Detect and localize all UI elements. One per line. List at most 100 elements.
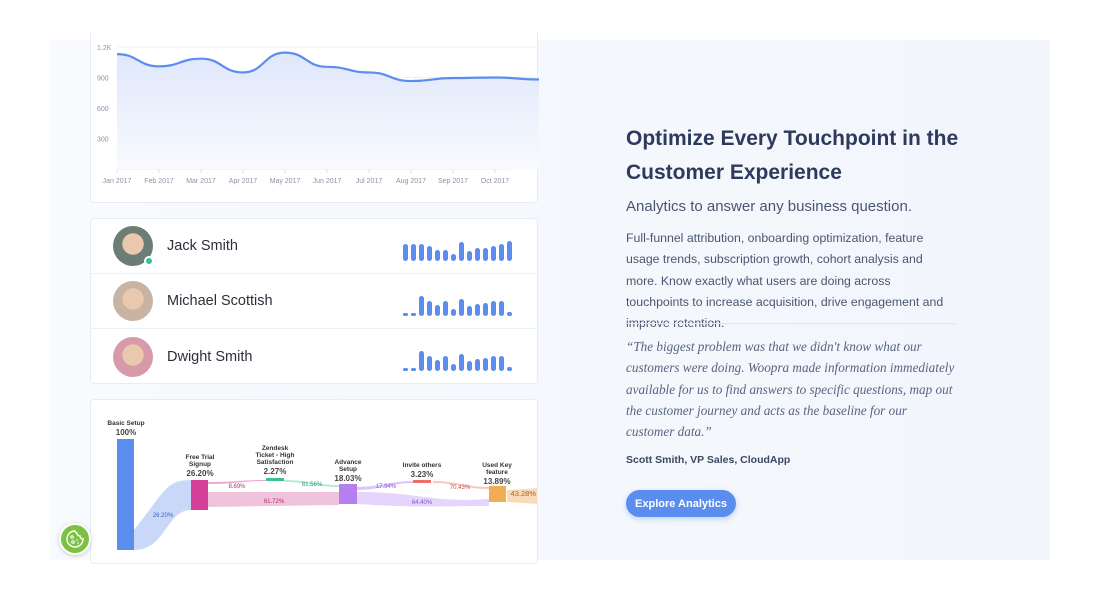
funnel-bar-key-feature[interactable]: [489, 486, 506, 502]
funnel-bar-invite[interactable]: [413, 480, 431, 483]
funnel-link: [433, 481, 489, 489]
activity-bar: [451, 254, 456, 261]
x-tick-label: May 2017: [270, 178, 301, 185]
activity-bar: [443, 250, 448, 261]
step-label: Free Trial: [186, 454, 215, 461]
link-label: 64.40%: [412, 500, 433, 506]
activity-bar: [507, 241, 512, 261]
step-value: 26.20%: [186, 469, 213, 478]
activity-bar: [427, 246, 432, 261]
funnel-bar-advance-setup[interactable]: [339, 484, 357, 504]
x-tick-label: Feb 2017: [144, 178, 174, 185]
activity-bar: [491, 246, 496, 261]
activity-bar: [507, 312, 512, 316]
y-tick-label: 1.2K: [97, 45, 112, 52]
funnel-bar-basic-setup[interactable]: [117, 439, 134, 550]
area-fill: [117, 52, 539, 169]
link-label: 70.43%: [450, 485, 471, 491]
funnel-diagram: Basic Setup 100% Free Trial Signup 26.20…: [107, 420, 537, 550]
funnel-bar-zendesk[interactable]: [266, 478, 284, 481]
funnel-link: [507, 488, 537, 504]
funnel-link: [134, 480, 191, 550]
explore-analytics-button[interactable]: Explore Analytics: [626, 490, 736, 517]
step-value: 3.23%: [411, 470, 434, 479]
activity-bar: [427, 356, 432, 371]
activity-bar: [411, 368, 416, 371]
link-label: 43.28%: [511, 489, 537, 498]
x-tick-label: Aug 2017: [396, 178, 426, 185]
avatar: [113, 281, 153, 321]
step-value: 13.89%: [483, 477, 510, 486]
step-label: Zendesk: [262, 445, 289, 452]
funnel-link: [208, 480, 266, 484]
activity-sparkline: [403, 286, 512, 316]
activity-bar: [427, 301, 432, 316]
activity-bar: [435, 250, 440, 261]
x-tick-label: Mar 2017: [186, 178, 216, 185]
y-tick-label: 900: [97, 76, 109, 83]
activity-bar: [451, 309, 456, 316]
x-tick-label: Jan 2017: [103, 178, 132, 185]
activity-bar: [435, 305, 440, 316]
series-line: [116, 51, 540, 83]
activity-bar: [403, 313, 408, 316]
section-body: Full-funnel attribution, onboarding opti…: [626, 231, 944, 331]
line-chart-card: 1.2K 900 600 300 Jan 2017 Feb 2017 Mar 2017 Apr…: [90, 30, 540, 203]
step-label: feature: [486, 469, 508, 476]
activity-bar: [443, 301, 448, 316]
activity-bar: [459, 299, 464, 316]
activity-bar: [499, 356, 504, 371]
user-name: Michael Scottish: [167, 293, 273, 309]
activity-bar: [483, 358, 488, 371]
line-chart: 1.2K 900 600 300 Jan 2017 Feb 2017 Mar 2017 Apr…: [97, 45, 540, 185]
step-value: 18.03%: [334, 474, 361, 483]
x-tick-label: Jun 2017: [313, 178, 342, 185]
divider: [626, 323, 956, 324]
activity-bar: [443, 356, 448, 371]
funnel-card: Basic Setup 100% Free Trial Signup 26.20…: [90, 399, 538, 564]
activity-bar: [411, 313, 416, 316]
link-label: 26.20%: [153, 513, 174, 519]
step-value: 100%: [116, 428, 136, 437]
x-tick-label: Sep 2017: [438, 178, 468, 185]
y-tick-label: 300: [97, 137, 109, 144]
activity-bar: [491, 301, 496, 316]
activity-bar: [499, 301, 504, 316]
testimonial-author: Scott Smith, VP Sales, CloudApp: [626, 454, 791, 466]
activity-bar: [403, 244, 408, 261]
activity-sparkline: [403, 231, 512, 261]
step-value: 2.27%: [264, 467, 287, 476]
activity-bar: [419, 351, 424, 371]
activity-bar: [419, 244, 424, 261]
step-label: Satisfaction: [257, 459, 294, 466]
user-name: Jack Smith: [167, 238, 238, 254]
activity-bar: [403, 368, 408, 371]
activity-bar: [451, 364, 456, 371]
activity-bar: [475, 304, 480, 316]
funnel-bar-free-trial[interactable]: [191, 480, 208, 510]
activity-bar: [499, 244, 504, 261]
cookie-icon: [66, 530, 84, 548]
funnel-link: [357, 481, 413, 490]
activity-bar: [483, 248, 488, 261]
funnel-link: [284, 480, 339, 487]
funnel-link: [208, 492, 339, 507]
user-row[interactable]: Dwight Smith: [91, 329, 537, 384]
user-name: Dwight Smith: [167, 348, 253, 365]
activity-bar: [475, 359, 480, 371]
section-title: Optimize Every Touchpoint in the Custome…: [626, 127, 959, 184]
step-label: Advance: [334, 459, 361, 466]
activity-bar: [411, 244, 416, 261]
user-row[interactable]: Michael Scottish: [91, 274, 537, 329]
user-row[interactable]: Jack Smith: [91, 219, 537, 274]
activity-bar: [435, 360, 440, 371]
step-label: Basic Setup: [107, 420, 144, 427]
step-label: Setup: [339, 466, 357, 473]
x-tick-label: Oct 2017: [481, 178, 510, 185]
link-label: 8.69%: [228, 484, 246, 490]
step-label: Invite others: [403, 462, 442, 469]
cookie-settings-button[interactable]: [59, 523, 91, 555]
activity-bar: [507, 367, 512, 371]
activity-bar: [419, 296, 424, 316]
activity-sparkline: [403, 341, 512, 371]
